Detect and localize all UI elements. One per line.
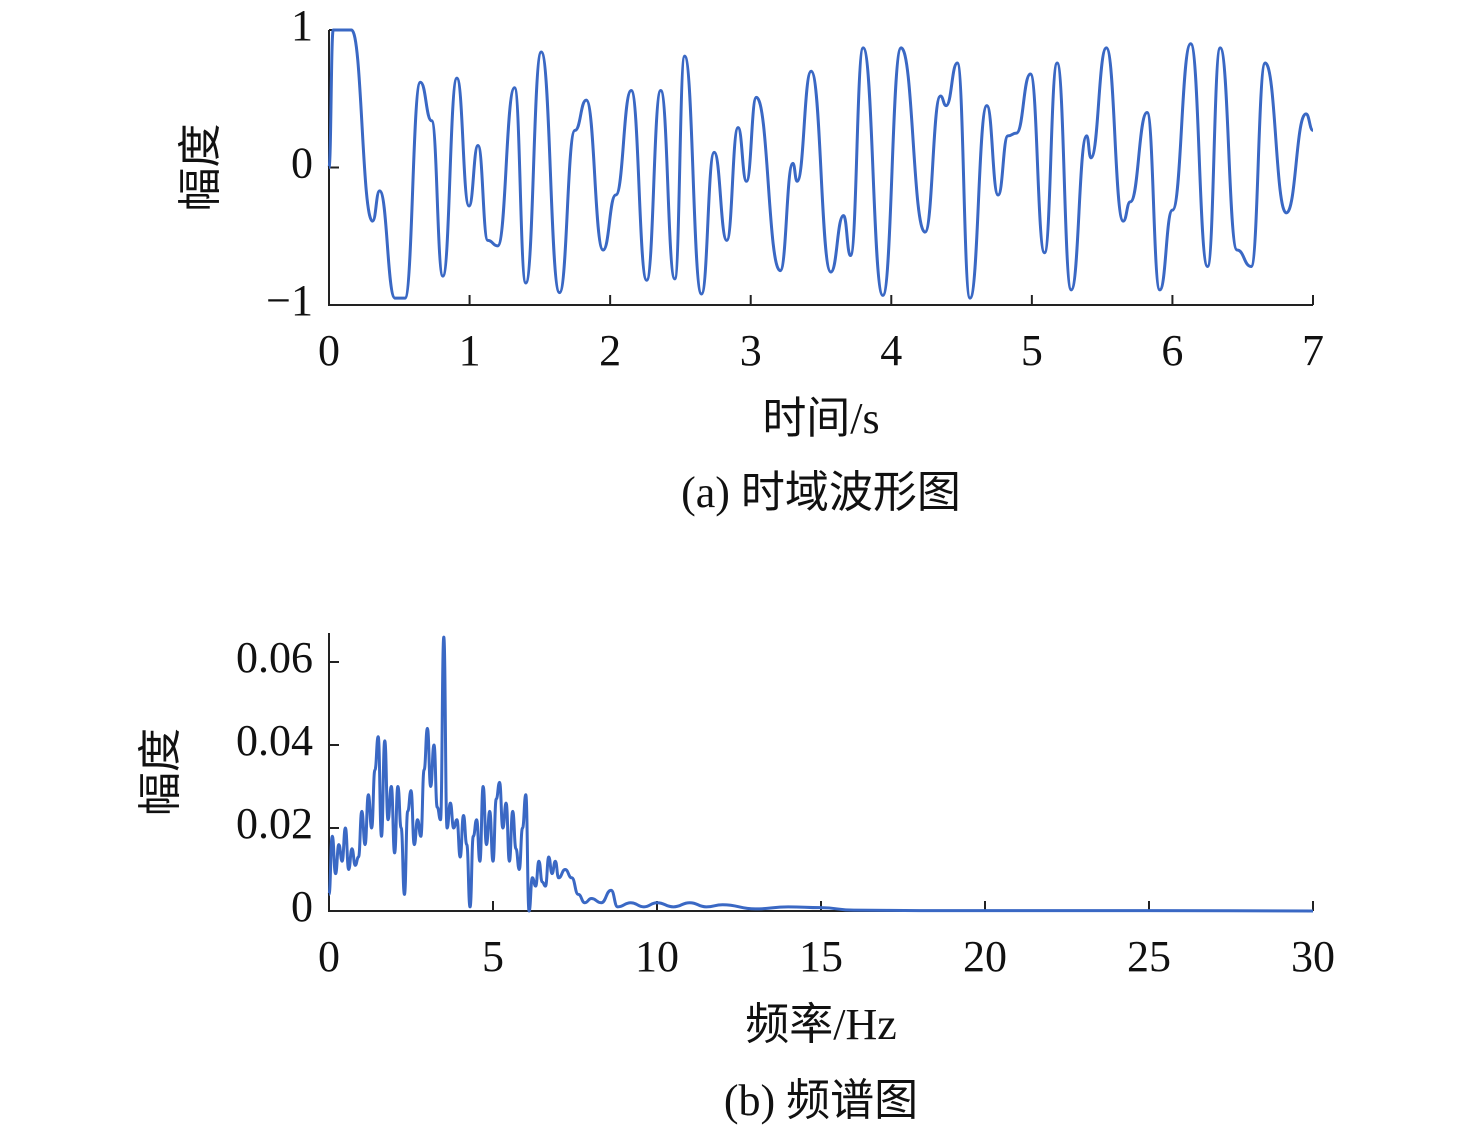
x-tick-label: 25 [1127, 932, 1171, 981]
caption: (a) 时域波形图 [681, 468, 961, 517]
x-tick-label: 20 [963, 932, 1007, 981]
y-tick-label: 0.06 [236, 633, 313, 682]
y-tick-label: 0.04 [236, 716, 313, 765]
y-tick-label: 0.02 [236, 799, 313, 848]
x-tick-label: 15 [799, 932, 843, 981]
x-tick-label: 10 [635, 932, 679, 981]
x-axis-label: 时间/s [762, 394, 879, 443]
y-tick-label: −1 [266, 276, 313, 325]
data-line [327, 28, 1314, 300]
x-tick-label: 3 [740, 326, 762, 375]
y-tick-label: 1 [291, 1, 313, 50]
x-tick-label: 2 [599, 326, 621, 375]
x-tick-label: 5 [1021, 326, 1043, 375]
x-tick-label: 0 [318, 932, 340, 981]
y-tick-label: 0 [291, 139, 313, 188]
x-tick-label: 5 [482, 932, 504, 981]
y-axis-label: 幅度 [136, 728, 185, 816]
y-axis-label: 幅度 [176, 124, 225, 212]
x-tick-label: 4 [880, 326, 902, 375]
x-tick-label: 1 [459, 326, 481, 375]
data-line [327, 635, 1314, 913]
x-tick-label: 7 [1302, 326, 1324, 375]
caption: (b) 频谱图 [724, 1076, 918, 1125]
x-tick-label: 6 [1161, 326, 1183, 375]
x-tick-label: 30 [1291, 932, 1335, 981]
x-axis-label: 频率/Hz [745, 1000, 897, 1049]
axes [328, 632, 1313, 912]
x-tick-label: 0 [318, 326, 340, 375]
y-tick-label: 0 [291, 882, 313, 931]
